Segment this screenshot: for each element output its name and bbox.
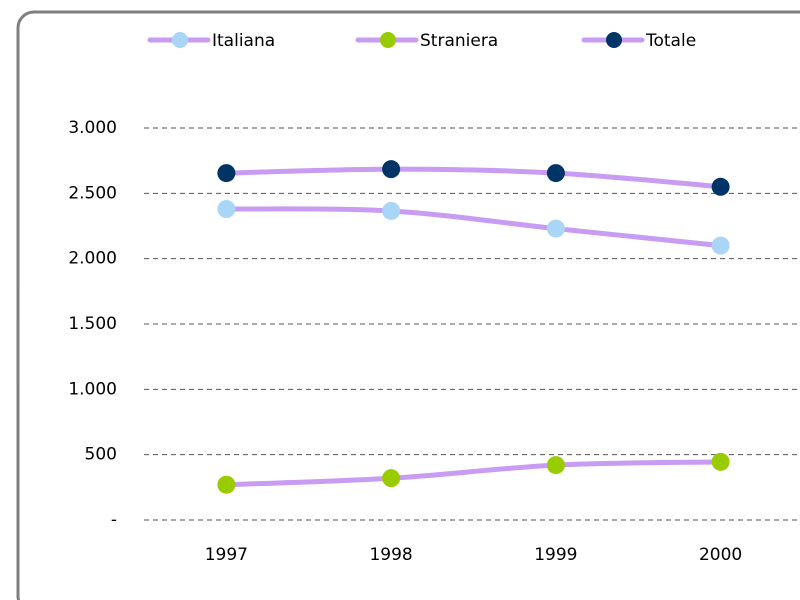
legend-label: Italiana <box>212 31 275 51</box>
y-tick-label: 2.000 <box>68 249 117 269</box>
data-point <box>382 160 401 179</box>
x-tick-label: 2000 <box>699 545 742 565</box>
x-tick-label: 1998 <box>369 545 412 565</box>
chart-frame <box>16 10 800 600</box>
y-tick-label: 2.500 <box>68 183 117 203</box>
data-point <box>217 164 236 183</box>
y-tick-label: 1.500 <box>68 314 117 334</box>
series-line <box>223 206 724 249</box>
y-tick-label: - <box>111 510 117 530</box>
legend-marker <box>172 32 188 48</box>
legend-marker <box>606 32 622 48</box>
data-point <box>546 219 565 238</box>
x-tick-label: 1999 <box>534 545 577 565</box>
data-point <box>711 177 730 196</box>
y-tick-label: 1.000 <box>68 379 117 399</box>
x-tick-label: 1997 <box>205 545 248 565</box>
y-tick-label: 500 <box>85 445 117 465</box>
legend-label: Straniera <box>420 31 498 51</box>
data-point <box>382 469 401 488</box>
data-point <box>217 475 236 494</box>
data-point <box>546 164 565 183</box>
data-point <box>217 200 236 219</box>
data-point <box>711 236 730 255</box>
legend-label: Totale <box>645 31 696 51</box>
data-point <box>546 456 565 475</box>
series-line <box>223 459 724 488</box>
series-line <box>223 166 724 190</box>
y-tick-label: 3.000 <box>68 118 117 138</box>
legend-marker <box>380 32 396 48</box>
data-point <box>711 452 730 471</box>
data-point <box>382 201 401 220</box>
